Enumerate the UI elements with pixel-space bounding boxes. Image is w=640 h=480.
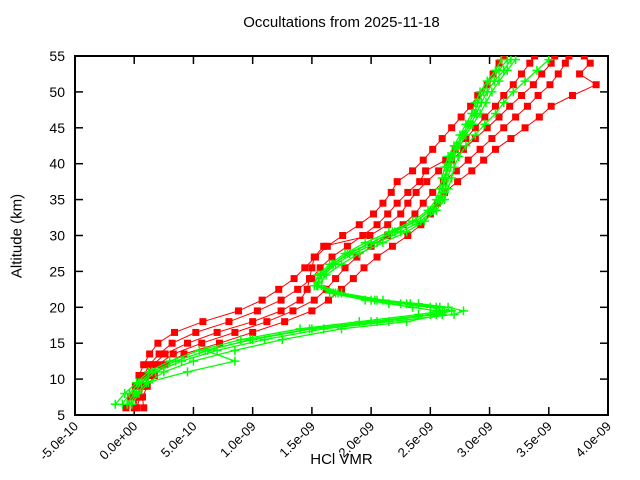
chart-title: Occultations from 2025-11-18: [243, 14, 440, 31]
y-tick-label: 40: [49, 156, 65, 172]
data-series-layer: [110, 56, 600, 412]
y-tick-label: 35: [49, 192, 65, 208]
y-tick-label: 50: [49, 84, 65, 100]
y-tick-label: 30: [49, 228, 65, 244]
x-axis-label: HCl VMR: [310, 451, 373, 468]
y-tick-label: 55: [49, 48, 65, 64]
y-tick-label: 15: [49, 335, 65, 351]
y-tick-label: 25: [49, 263, 65, 279]
y-tick-label: 20: [49, 299, 65, 315]
y-tick-label: 45: [49, 120, 65, 136]
y-tick-label: 10: [49, 371, 65, 387]
occultation-profile-5-plusses: [117, 56, 516, 409]
y-tick-label: 5: [57, 407, 65, 423]
